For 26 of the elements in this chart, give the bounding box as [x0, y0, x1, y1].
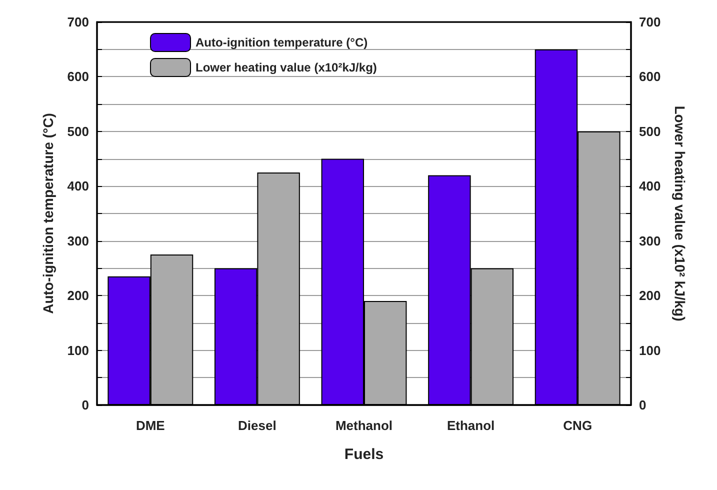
y-tick-label: 400	[67, 178, 89, 194]
y2-tick-label: 100	[639, 342, 661, 358]
y2-tick-label: 200	[639, 288, 661, 304]
x-tick-label: Ethanol	[446, 418, 495, 433]
x-tick-label: CNG	[563, 418, 592, 433]
x-axis-title: Fuels	[344, 446, 384, 463]
y-tick-label: 700	[67, 14, 89, 30]
y-tick-label: 200	[67, 288, 89, 304]
x-tick-label: Methanol	[335, 418, 393, 433]
y2-tick-label: 600	[639, 69, 661, 84]
legend-label: Auto-ignition temperature (°C)	[196, 36, 368, 50]
y-tick-label: 600	[67, 69, 89, 84]
y-tick-label: 500	[67, 124, 89, 139]
y-axis-title: Auto-ignition temperature (°C)	[40, 113, 56, 314]
legend-label: Lower heating value (x10²kJ/kg)	[196, 60, 377, 74]
y2-tick-label: 300	[639, 233, 661, 248]
y2-tick-label: 500	[639, 124, 661, 139]
y-tick-label: 100	[67, 342, 89, 358]
y2-axis-title: Lower heating value (x10² kJ/kg)	[672, 106, 688, 322]
y2-tick-label: 700	[639, 14, 661, 30]
y2-tick-label: 0	[639, 398, 646, 412]
x-tick-label: Diesel	[238, 418, 276, 433]
x-tick-label: DME	[136, 418, 166, 433]
y-tick-label: 0	[82, 398, 89, 412]
y-tick-label: 300	[67, 233, 89, 248]
y2-tick-label: 400	[639, 178, 661, 194]
